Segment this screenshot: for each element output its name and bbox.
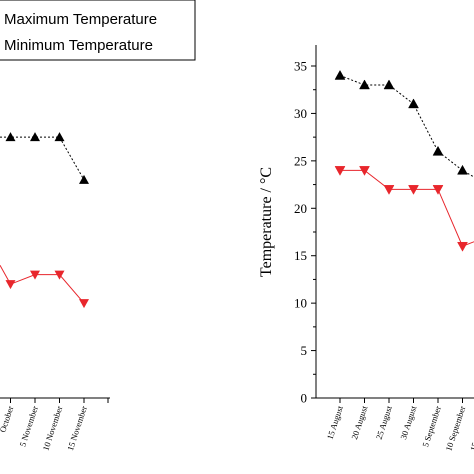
- x-tick-label: 30 August: [398, 404, 418, 441]
- max-temp-marker: [432, 145, 444, 156]
- right-y-axis-title: Temperature / °C: [258, 167, 275, 277]
- min-temp-marker: [432, 185, 444, 195]
- y-tick-label: 35: [294, 59, 307, 74]
- right-y-ticks: 0 5 10 15 20 25 30 35: [294, 59, 316, 406]
- max-temp-marker: [408, 98, 419, 109]
- series-line-max: [339, 75, 474, 178]
- y-tick-label: 0: [301, 391, 308, 406]
- x-tick-label: 25 August: [374, 404, 394, 441]
- x-tick-label: 15 September: [468, 404, 474, 452]
- left-x-tick-label: 10 November: [41, 404, 65, 451]
- left-series-layer: [0, 132, 89, 309]
- x-tick-label: 5 September: [420, 404, 443, 448]
- left-x-tick-label: 15 November: [65, 404, 89, 451]
- y-tick-label: 15: [294, 248, 307, 263]
- min-temp-marker: [334, 166, 346, 176]
- max-temp-marker: [457, 164, 468, 175]
- y-tick-label: 5: [301, 343, 308, 358]
- y-tick-label: 30: [294, 106, 307, 121]
- left-max-temp-marker: [54, 132, 65, 142]
- x-tick-label: 15 August: [325, 404, 345, 441]
- left-x-ticks: [10, 398, 109, 403]
- y-tick-label: 20: [294, 201, 307, 216]
- series-line-min: [340, 169, 474, 247]
- legend-box: [0, 0, 196, 61]
- legend-label-min: Minimum Temperature: [4, 37, 153, 54]
- left-series-line-max: [0, 136, 85, 181]
- left-min-temp-marker: [30, 270, 40, 280]
- min-temp-marker: [408, 185, 419, 195]
- left-min-temp-marker: [54, 270, 65, 280]
- y-tick-label: 10: [294, 296, 307, 311]
- legend-label-max: Maximum Temperature: [4, 11, 157, 28]
- max-temp-marker: [359, 79, 370, 90]
- left-max-temp-marker: [30, 132, 40, 142]
- left-x-tick-label: October: [0, 404, 15, 433]
- min-temp-marker: [359, 166, 370, 176]
- left-max-temp-marker: [5, 132, 16, 142]
- min-temp-marker: [383, 185, 395, 195]
- y-tick-label: 25: [294, 153, 307, 168]
- left-min-temp-marker: [79, 299, 89, 309]
- right-chart-panel: 0 5 10 15 20 25 30 35 15 August 20 August 25 Augu…: [258, 45, 474, 452]
- max-temp-marker: [334, 69, 346, 80]
- left-x-tick-labels: October 5 November 10 November 15 November: [0, 404, 89, 451]
- legend: Maximum Temperature Minimum Temperature: [0, 0, 196, 61]
- left-max-temp-marker: [79, 174, 89, 184]
- max-temp-marker: [383, 79, 395, 90]
- right-x-ticks: [339, 398, 463, 403]
- left-chart-panel: October 5 November 10 November 15 November: [0, 132, 110, 452]
- right-series-layer: [334, 69, 474, 252]
- left-min-temp-marker: [5, 280, 16, 290]
- min-temp-marker: [457, 241, 468, 252]
- right-x-tick-labels: 15 August 20 August 25 August 30 August 5 Se…: [325, 404, 474, 452]
- left-x-tick-label: 5 November: [17, 404, 40, 447]
- x-tick-label: 10 September: [443, 404, 467, 452]
- x-tick-label: 20 August: [349, 404, 369, 441]
